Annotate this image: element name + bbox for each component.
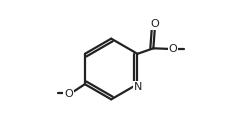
Text: O: O	[64, 89, 73, 99]
Text: O: O	[150, 19, 159, 29]
Text: O: O	[169, 44, 177, 54]
Text: N: N	[134, 82, 142, 92]
